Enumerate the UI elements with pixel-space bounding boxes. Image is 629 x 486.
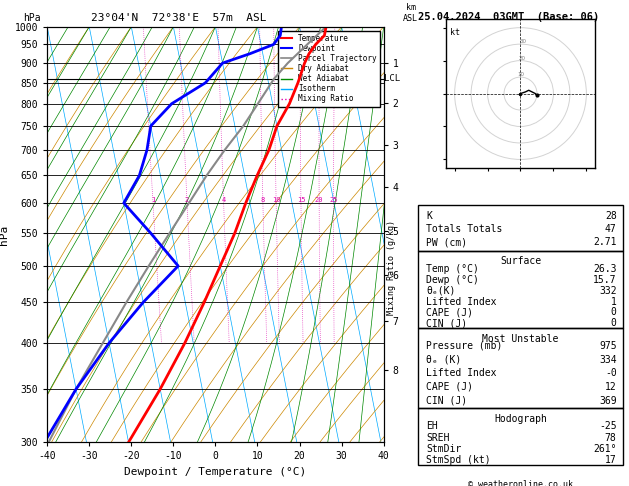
Text: 25.04.2024  03GMT  (Base: 06): 25.04.2024 03GMT (Base: 06) <box>418 12 599 22</box>
X-axis label: Dewpoint / Temperature (°C): Dewpoint / Temperature (°C) <box>125 467 306 477</box>
Text: 334: 334 <box>599 355 616 364</box>
Text: Temp (°C): Temp (°C) <box>426 264 479 274</box>
Text: 17: 17 <box>605 455 616 466</box>
Text: 20: 20 <box>315 197 323 203</box>
Text: 47: 47 <box>605 224 616 234</box>
Text: 30: 30 <box>520 39 526 44</box>
Text: 1: 1 <box>611 296 616 307</box>
Text: 261°: 261° <box>593 444 616 454</box>
Text: 10: 10 <box>518 72 525 77</box>
Text: CIN (J): CIN (J) <box>426 318 467 328</box>
Text: θₑ (K): θₑ (K) <box>426 355 462 364</box>
Bar <box>418 251 623 328</box>
Bar <box>418 328 623 408</box>
Text: 12: 12 <box>605 382 616 392</box>
Y-axis label: hPa: hPa <box>0 225 9 244</box>
Text: 332: 332 <box>599 286 616 295</box>
Text: 15: 15 <box>297 197 305 203</box>
Text: -25: -25 <box>599 421 616 431</box>
Text: 20: 20 <box>519 55 526 61</box>
Text: CIN (J): CIN (J) <box>426 396 467 405</box>
Text: kt: kt <box>450 28 460 36</box>
Text: StmDir: StmDir <box>426 444 462 454</box>
Text: Pressure (mb): Pressure (mb) <box>426 341 503 351</box>
Text: 2: 2 <box>185 197 189 203</box>
Text: 369: 369 <box>599 396 616 405</box>
Text: CAPE (J): CAPE (J) <box>426 382 474 392</box>
Text: K: K <box>426 210 432 221</box>
Text: Hodograph: Hodograph <box>494 414 547 424</box>
Text: Lifted Index: Lifted Index <box>426 296 497 307</box>
Text: LCL: LCL <box>384 74 401 83</box>
Text: 8: 8 <box>261 197 265 203</box>
Text: Most Unstable: Most Unstable <box>482 333 559 344</box>
Text: SREH: SREH <box>426 433 450 443</box>
Text: Mixing Ratio (g/kg): Mixing Ratio (g/kg) <box>387 220 396 315</box>
Text: 0: 0 <box>611 307 616 317</box>
Text: Dewp (°C): Dewp (°C) <box>426 275 479 285</box>
Text: 10: 10 <box>272 197 281 203</box>
Text: 4: 4 <box>221 197 226 203</box>
Text: StmSpd (kt): StmSpd (kt) <box>426 455 491 466</box>
Text: CAPE (J): CAPE (J) <box>426 307 474 317</box>
Text: 78: 78 <box>605 433 616 443</box>
Text: -0: -0 <box>605 368 616 378</box>
Text: 28: 28 <box>605 210 616 221</box>
Text: © weatheronline.co.uk: © weatheronline.co.uk <box>468 480 573 486</box>
Text: Surface: Surface <box>500 257 541 266</box>
Bar <box>418 408 623 466</box>
Legend: Temperature, Dewpoint, Parcel Trajectory, Dry Adiabat, Wet Adiabat, Isotherm, Mi: Temperature, Dewpoint, Parcel Trajectory… <box>277 31 380 106</box>
Text: 23°04'N  72°38'E  57m  ASL: 23°04'N 72°38'E 57m ASL <box>91 13 267 22</box>
Text: 15.7: 15.7 <box>593 275 616 285</box>
Text: 1: 1 <box>151 197 155 203</box>
Text: θₑ(K): θₑ(K) <box>426 286 456 295</box>
Text: Lifted Index: Lifted Index <box>426 368 497 378</box>
Text: 0: 0 <box>611 318 616 328</box>
Bar <box>418 205 623 251</box>
Text: hPa: hPa <box>24 13 42 22</box>
Text: 2.71: 2.71 <box>593 237 616 247</box>
Text: PW (cm): PW (cm) <box>426 237 467 247</box>
Text: km
ASL: km ASL <box>403 3 418 22</box>
Text: EH: EH <box>426 421 438 431</box>
Text: 25: 25 <box>330 197 338 203</box>
Text: Totals Totals: Totals Totals <box>426 224 503 234</box>
Text: 26.3: 26.3 <box>593 264 616 274</box>
Text: 975: 975 <box>599 341 616 351</box>
